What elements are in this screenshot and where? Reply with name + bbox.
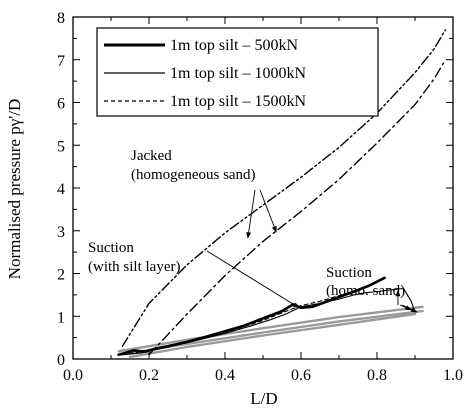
legend: 1m top silt – 500kN 1m top silt – 1000kN… xyxy=(96,27,379,117)
series-line-6 xyxy=(121,29,447,347)
series-line-0 xyxy=(117,276,386,356)
legend-label-1000kN: 1m top silt – 1000kN xyxy=(170,65,306,82)
y-tick-label: 2 xyxy=(57,267,65,284)
y-tick-label: 4 xyxy=(57,181,65,198)
annotation-text-0-1: (homogeneous sand) xyxy=(131,167,256,183)
y-tick-label: 7 xyxy=(57,53,65,70)
annotation-arrow-2 xyxy=(206,250,300,309)
x-tick-label: 0.0 xyxy=(63,367,83,384)
legend-box xyxy=(96,27,379,117)
annotation-text-1-0: Suction xyxy=(88,240,134,256)
ticks: 0.0 0.2 0.4 0.6 0.8 1.0 0 1 2 3 4 5 6 7 8 xyxy=(57,10,463,384)
annotation-arrow-5 xyxy=(401,304,418,313)
annotation-arrow-1 xyxy=(259,189,277,233)
annotation-text-1-1: (with silt layer) xyxy=(88,259,180,275)
annotation-arrow-0 xyxy=(246,189,256,239)
legend-label-1500kN: 1m top silt – 1500kN xyxy=(170,93,306,110)
series-group xyxy=(117,29,447,359)
y-tick-label: 1 xyxy=(57,309,65,326)
annotation-text-2-1: (homo. sand) xyxy=(326,283,405,299)
y-tick-label: 8 xyxy=(57,10,65,27)
annotation-text-2-0: Suction xyxy=(326,265,372,281)
x-tick-label: 1.0 xyxy=(443,367,463,384)
x-tick-label: 0.4 xyxy=(215,367,235,384)
annotation-arrow-4 xyxy=(399,304,412,311)
y-tick-label: 0 xyxy=(57,352,65,369)
x-tick-label: 0.2 xyxy=(139,367,159,384)
series-line-7 xyxy=(148,59,447,356)
series-line-3 xyxy=(117,305,424,353)
annotations: Jacked (homogeneous sand) Suction (with sil… xyxy=(88,148,418,313)
annotation-text-0-0: Jacked xyxy=(131,148,172,164)
y-tick-label: 5 xyxy=(57,138,65,155)
series-line-5 xyxy=(128,312,417,359)
x-axis-label: L/D xyxy=(250,389,277,408)
y-tick-label: 3 xyxy=(57,224,65,241)
y-tick-label: 6 xyxy=(57,96,65,113)
legend-label-500kN: 1m top silt – 500kN xyxy=(170,37,298,54)
x-tick-label: 0.6 xyxy=(291,367,311,384)
x-tick-label: 0.8 xyxy=(367,367,387,384)
y-axis-label: Normalised pressure pγ'/D xyxy=(5,99,24,280)
